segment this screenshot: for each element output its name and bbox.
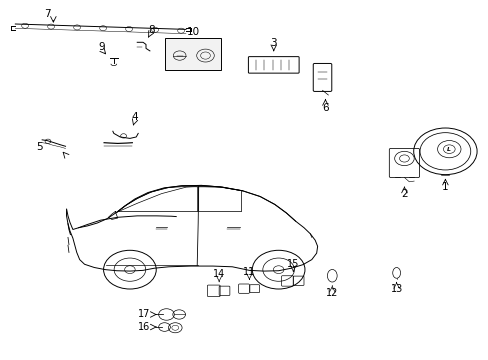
Text: L: L [447,147,450,152]
Text: 13: 13 [390,284,402,294]
Text: 16: 16 [138,322,150,332]
Text: 8: 8 [148,26,155,35]
Text: 4: 4 [131,112,137,122]
Text: 2: 2 [400,189,407,199]
Text: 11: 11 [243,267,255,277]
Text: 9: 9 [98,42,105,51]
Text: 10: 10 [186,27,200,37]
Text: 6: 6 [322,103,328,113]
Text: 1: 1 [441,182,448,192]
Text: 12: 12 [325,288,338,298]
Text: 17: 17 [138,310,150,319]
Text: 15: 15 [286,259,299,269]
Text: 14: 14 [213,269,225,279]
Text: 5: 5 [36,142,43,152]
Text: 7: 7 [43,9,50,19]
Bar [165,38,221,69]
Text: 3: 3 [270,38,277,48]
